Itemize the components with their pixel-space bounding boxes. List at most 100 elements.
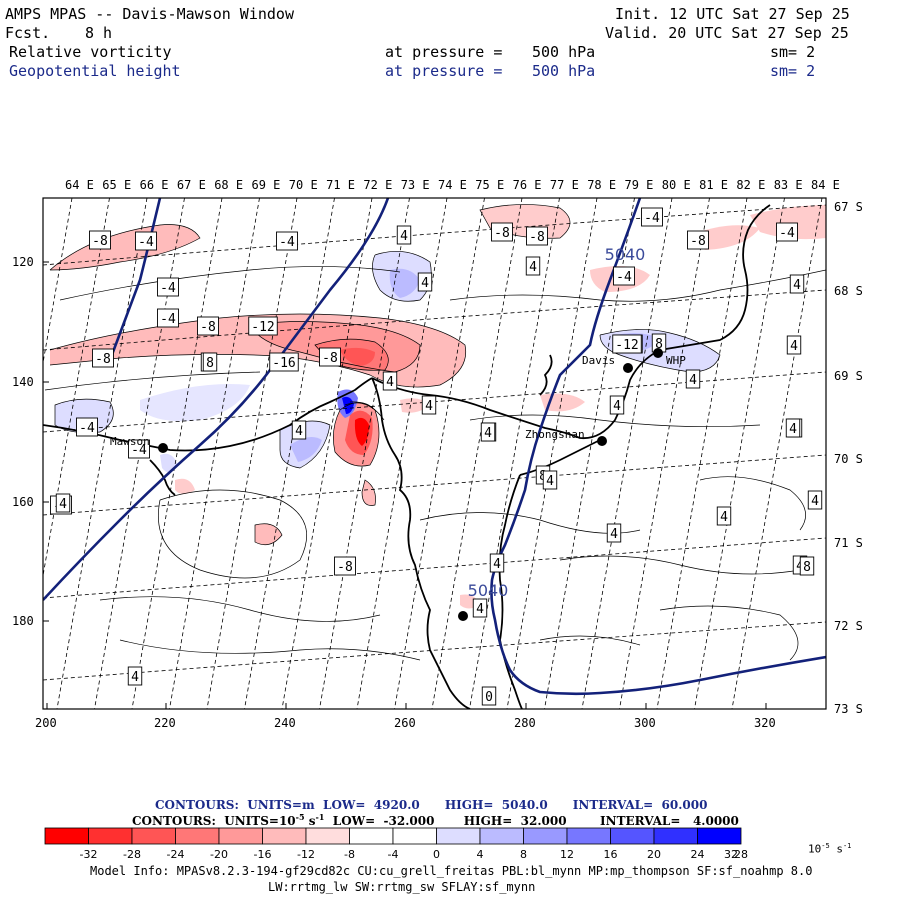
vort-contour-label: 4 <box>417 272 433 292</box>
vort-contour-label: 4 <box>542 470 558 490</box>
legend-units-1: UNITS=m <box>247 798 315 812</box>
height-contour-labels: 5040 5040 <box>468 245 646 600</box>
lat-label: 67 S <box>834 200 863 214</box>
vort-contour-label: -4 <box>157 308 179 328</box>
svg-text:4: 4 <box>720 510 728 525</box>
lat-label: 71 S <box>834 536 863 550</box>
colorbar-tick-label: -4 <box>388 848 399 861</box>
vort-contour-label: -16 <box>269 352 299 372</box>
colorbar-swatch <box>392 827 437 845</box>
legend-line-vorticity: CONTOURS: UNITS=10-5 s-1 LOW= -32.000 HI… <box>132 812 739 828</box>
colorbar-swatch <box>436 827 481 845</box>
colorbar-swatch <box>88 827 133 845</box>
colorbar-tick-label: 0 <box>433 848 440 861</box>
colorbar-tick-label: 32 <box>724 848 738 861</box>
colorbar-swatch <box>523 827 568 845</box>
colorbar-tick-label: 16 <box>604 848 618 861</box>
lon-label: 82 E <box>736 178 765 192</box>
forecast-label: Fcst. <box>5 24 51 42</box>
x-tick-label: 240 <box>274 716 296 730</box>
vort-contour-label: 4 <box>609 395 625 415</box>
legend-units-exp-2: -5 <box>295 812 305 822</box>
vort-contour-label: 4 <box>606 523 622 543</box>
vort-neg-band-north <box>50 224 200 270</box>
vort-contour-label: -12 <box>612 334 642 354</box>
svg-text:4: 4 <box>484 426 492 441</box>
svg-text:4: 4 <box>793 278 801 293</box>
longitude-labels: 64 E 65 E 66 E 67 E 68 E 69 E 70 E 71 E 72 E 73 E… <box>65 178 840 192</box>
legend-low-2: LOW= <box>332 814 376 828</box>
station: Mawson <box>110 435 168 453</box>
colorbar-swatch <box>175 827 220 845</box>
svg-text:4: 4 <box>59 497 67 512</box>
vort-contour-label: -4 <box>76 417 98 437</box>
station: WHP <box>653 348 686 367</box>
svg-text:4: 4 <box>386 375 394 390</box>
station-label: Mawson <box>110 435 150 448</box>
lon-label: 83 E <box>774 178 803 192</box>
lon-label: 78 E <box>587 178 616 192</box>
colorbar-tick-label: 24 <box>691 848 705 861</box>
vort-contour-label: -8 <box>526 226 548 246</box>
station-markers: Mawson Davis WHP Zhongshan <box>110 348 686 621</box>
lon-label: 66 E <box>140 178 169 192</box>
y-axis-labels: 120 140 160 180 <box>12 255 34 628</box>
colorbar-swatch <box>305 827 350 845</box>
vort-contour-label: 4 <box>421 395 437 415</box>
colorbar-unit-tail-exp: -1 <box>842 842 852 850</box>
legend-line-height: CONTOURS: UNITS=m LOW= 4920.0 HIGH= 5040… <box>155 798 707 812</box>
svg-text:-8: -8 <box>494 226 510 241</box>
vort-contour-label: -4 <box>157 277 179 297</box>
lon-label: 73 E <box>401 178 430 192</box>
field1-smooth: sm= 2 <box>770 43 816 61</box>
lon-label: 84 E <box>811 178 840 192</box>
y-tick-label: 120 <box>12 255 34 269</box>
vort-contour-label: -4 <box>613 266 635 286</box>
chart-title: AMPS MPAS -- Davis-Mawson Window <box>5 5 294 23</box>
y-tick-label: 160 <box>12 495 34 509</box>
x-tick-label: 220 <box>154 716 176 730</box>
svg-text:4: 4 <box>811 494 819 509</box>
x-tick-label: 300 <box>634 716 656 730</box>
y-tick-label: 180 <box>12 614 34 628</box>
colorbar-unit-exp: -5 <box>821 842 830 850</box>
colorbar-tick-label: 20 <box>647 848 661 861</box>
height-contour-label: 5040 <box>468 581 509 600</box>
lon-label: 68 E <box>214 178 243 192</box>
vort-contour-label: 0 <box>481 686 497 706</box>
field2-pressure: at pressure = <box>385 62 503 80</box>
field2-smooth: sm= 2 <box>770 62 816 80</box>
vort-contour-label: -8 <box>491 222 513 242</box>
colorbar-tick-label: -16 <box>254 848 272 861</box>
meridian-lines <box>43 198 823 709</box>
x-tick-label: 320 <box>754 716 776 730</box>
svg-text:-4: -4 <box>279 235 295 250</box>
legend-units-tail-2: s <box>308 814 316 828</box>
colorbar-tick-label: 8 <box>520 848 527 861</box>
field1-pressure: at pressure = <box>385 43 503 61</box>
legend-contours-2: CONTOURS: <box>132 814 216 828</box>
colorbar-swatch <box>44 827 89 845</box>
svg-text:4: 4 <box>131 670 139 685</box>
colorbar-swatch <box>479 827 524 845</box>
colorbar-swatch <box>131 827 176 845</box>
station-label: WHP <box>666 354 686 367</box>
lon-label: 76 E <box>513 178 542 192</box>
vort-contour-label: -8 <box>687 230 709 250</box>
coastline <box>43 204 771 709</box>
latitude-labels: 67 S 68 S 69 S 70 S 71 S 72 S 73 S <box>834 200 863 716</box>
svg-text:4: 4 <box>546 474 554 489</box>
station-label: Zhongshan <box>525 428 585 441</box>
svg-text:-4: -4 <box>79 421 95 436</box>
lon-label: 65 E <box>102 178 131 192</box>
vort-contour-label: -8 <box>197 316 219 336</box>
vort-contour-label: -12 <box>248 316 278 336</box>
vort-contour-label: 4 <box>382 371 398 391</box>
colorbar-tick-label: 12 <box>560 848 574 861</box>
y-tick-label: 140 <box>12 375 34 389</box>
svg-text:-16: -16 <box>272 356 295 371</box>
svg-text:4: 4 <box>689 373 697 388</box>
svg-text:-12: -12 <box>251 320 274 335</box>
svg-text:-4: -4 <box>779 226 795 241</box>
